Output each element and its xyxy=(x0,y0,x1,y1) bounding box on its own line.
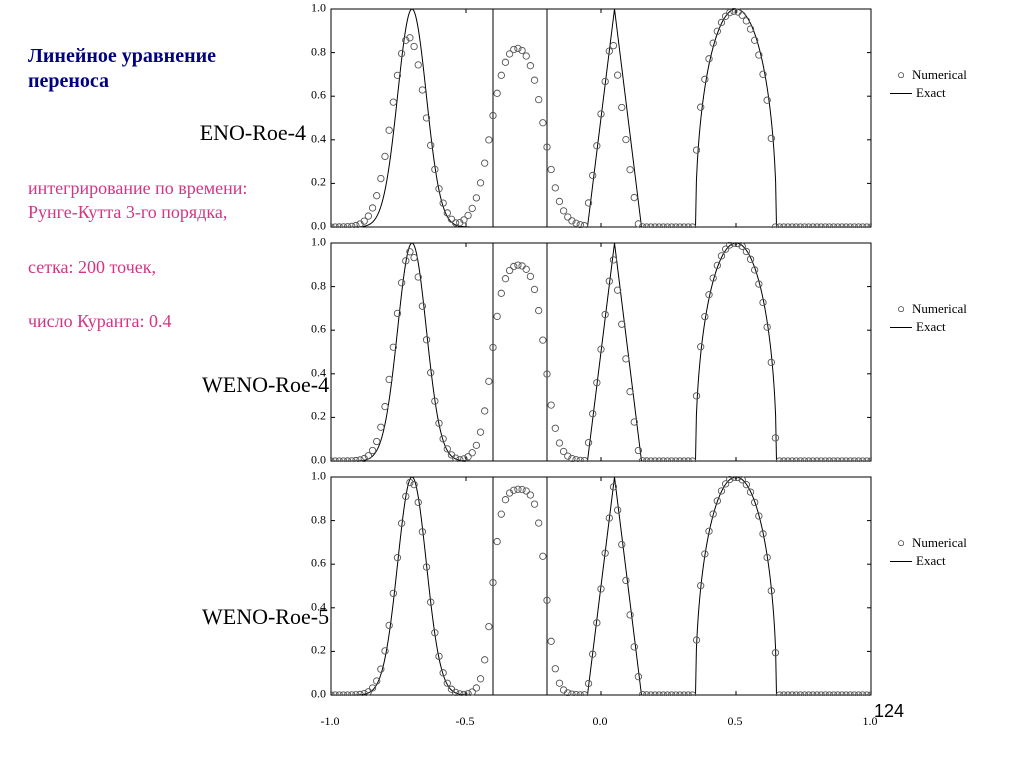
xtick-label: -0.5 xyxy=(456,714,475,729)
ytick-label: 1.0 xyxy=(311,469,326,484)
xtick-label: 0.0 xyxy=(593,714,608,729)
legend: ○NumericalExact xyxy=(890,534,967,570)
line-marker-icon xyxy=(890,561,912,562)
legend-row-exact: Exact xyxy=(890,552,967,570)
circle-marker-icon: ○ xyxy=(890,67,912,83)
ytick-label: 0.8 xyxy=(311,512,326,527)
ytick-label: 0.6 xyxy=(311,556,326,571)
ytick-label: 0.8 xyxy=(311,44,326,59)
ytick-label: 0.2 xyxy=(311,643,326,658)
chart-weno-roe-4: 0.00.20.40.60.81.0○NumericalExact xyxy=(330,242,1020,464)
pink-line-1: интегрирование по времени: xyxy=(28,178,247,198)
line-marker-icon xyxy=(890,327,912,328)
method-1-label: ENO-Roe-4 xyxy=(28,120,318,146)
legend: ○NumericalExact xyxy=(890,66,967,102)
ytick-label: 0.0 xyxy=(311,453,326,468)
courant-note: число Куранта: 0.4 xyxy=(28,309,318,333)
plots-column: 0.00.20.40.60.81.0○NumericalExact0.00.20… xyxy=(330,8,1020,724)
page-number: 124 xyxy=(874,701,904,722)
legend-label-numerical: Numerical xyxy=(912,535,967,551)
chart-eno-roe-4: 0.00.20.40.60.81.0○NumericalExact xyxy=(330,8,1020,230)
ytick-label: 0.0 xyxy=(311,687,326,702)
legend-row-numerical: ○Numerical xyxy=(890,66,967,84)
legend-row-exact: Exact xyxy=(890,84,967,102)
ytick-label: 0.2 xyxy=(311,409,326,424)
ytick-label: 0.6 xyxy=(311,88,326,103)
legend: ○NumericalExact xyxy=(890,300,967,336)
ytick-label: 0.4 xyxy=(311,599,326,614)
chart-weno-roe-5: 0.00.20.40.60.81.0-1.0-0.50.00.51.0○Nume… xyxy=(330,476,1020,712)
legend-label-exact: Exact xyxy=(916,319,946,335)
title-line-1: Линейное уравнение xyxy=(28,45,216,67)
ytick-label: 0.0 xyxy=(311,219,326,234)
legend-row-numerical: ○Numerical xyxy=(890,534,967,552)
xtick-label: -1.0 xyxy=(321,714,340,729)
ytick-label: 0.4 xyxy=(311,365,326,380)
ytick-label: 0.2 xyxy=(311,175,326,190)
ytick-label: 0.8 xyxy=(311,278,326,293)
ytick-label: 1.0 xyxy=(311,235,326,250)
circle-marker-icon: ○ xyxy=(890,535,912,551)
pink-line-2: Рунге-Кутта 3-го порядка, xyxy=(28,202,227,222)
legend-label-numerical: Numerical xyxy=(912,67,967,83)
legend-label-exact: Exact xyxy=(916,553,946,569)
ytick-label: 1.0 xyxy=(311,1,326,16)
legend-row-numerical: ○Numerical xyxy=(890,300,967,318)
circle-marker-icon: ○ xyxy=(890,301,912,317)
ytick-label: 0.6 xyxy=(311,322,326,337)
line-marker-icon xyxy=(890,93,912,94)
time-integration-note: интегрирование по времени: Рунге-Кутта 3… xyxy=(28,176,318,225)
legend-row-exact: Exact xyxy=(890,318,967,336)
left-column: Линейное уравнение переноса ENO-Roe-4 ин… xyxy=(28,44,318,333)
page-container: Линейное уравнение переноса ENO-Roe-4 ин… xyxy=(0,0,1024,767)
title-line-2: переноса xyxy=(28,70,109,92)
grid-note: сетка: 200 точек, xyxy=(28,255,318,279)
xtick-label: 0.5 xyxy=(728,714,743,729)
ytick-label: 0.4 xyxy=(311,131,326,146)
legend-label-exact: Exact xyxy=(916,85,946,101)
page-title: Линейное уравнение переноса xyxy=(28,44,318,94)
legend-label-numerical: Numerical xyxy=(912,301,967,317)
